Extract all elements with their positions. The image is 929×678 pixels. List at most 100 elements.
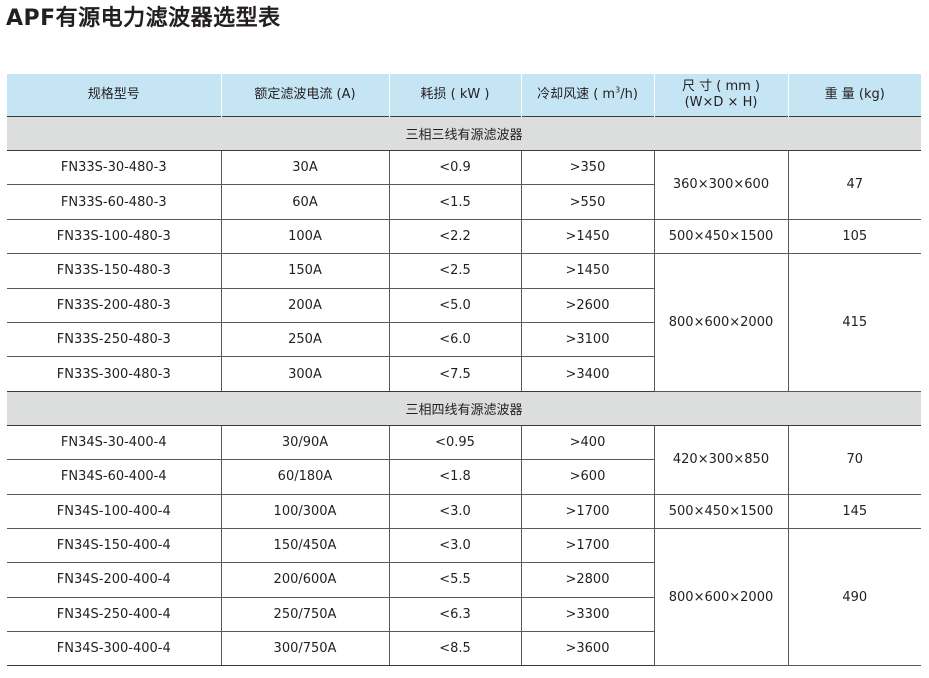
table-row: FN34S-250-400-4 250/750A <6.3 >3300 (7, 597, 921, 633)
cell-current: 100/300A (220, 494, 389, 529)
cell-weight: 105 (787, 219, 921, 255)
cell-airflow: >3100 (520, 322, 654, 358)
cell-current: 100A (220, 219, 389, 255)
table-row: FN33S-30-480-3 30A <0.9 >350 360×300×600 47 (7, 150, 921, 220)
cell-model: FN33S-30-480-3 (7, 150, 221, 186)
cell-model: FN34S-200-400-4 (7, 562, 221, 598)
cell-size: 420×300×850 (653, 425, 788, 495)
cell-current: 250/750A (220, 597, 389, 633)
header-model: 规格型号 (7, 73, 221, 117)
table-row: FN33S-200-480-3 200A <5.0 >2600 (7, 288, 921, 323)
cell-airflow: >2600 (520, 288, 654, 323)
header-size-line2: (W×D × H) (684, 95, 758, 110)
table-row: FN34S-100-400-4 100/300A <3.0 >1700 500×450×… (7, 494, 921, 529)
cell-loss: <1.5 (388, 184, 521, 220)
cell-airflow: >3300 (520, 597, 654, 633)
cell-weight: 145 (787, 494, 921, 529)
cell-airflow: >400 (520, 425, 654, 461)
cell-airflow: >3600 (520, 631, 654, 667)
cell-airflow: >1700 (520, 494, 654, 529)
cell-airflow: >2800 (520, 562, 654, 598)
group-row: 三相三线有源滤波器 (7, 116, 921, 151)
cell-model: FN34S-60-400-4 (7, 459, 221, 495)
cell-airflow: >1700 (520, 528, 654, 564)
cell-size: 800×600×2000 (653, 253, 788, 392)
cell-current: 200A (220, 288, 389, 323)
cell-airflow: >3400 (520, 356, 654, 392)
header-size-line1: 尺 寸 ( mm ) (681, 79, 760, 94)
cell-airflow: >1450 (520, 219, 654, 255)
cell-current: 150A (220, 253, 389, 289)
cell-size: 500×450×1500 (653, 494, 788, 529)
cell-current: 60/180A (220, 459, 389, 495)
table-row: FN33S-150-480-3 150A <2.5 >1450 800×600×2000… (7, 253, 921, 392)
table-row: FN34S-300-400-4 300/750A <8.5 >3600 (7, 631, 921, 667)
table-row: FN34S-150-400-4 150/450A <3.0 >1700 800×600×… (7, 528, 921, 667)
cell-model: FN33S-300-480-3 (7, 356, 221, 392)
cell-loss: <3.0 (388, 494, 521, 529)
cell-current: 300A (220, 356, 389, 392)
header-airflow: 冷却风速 ( m3/h) (520, 73, 654, 117)
cell-current: 250A (220, 322, 389, 358)
cell-loss: <1.8 (388, 459, 521, 495)
cell-current: 60A (220, 184, 389, 220)
cell-weight: 415 (787, 253, 921, 392)
header-loss: 耗损 ( kW ) (388, 73, 521, 117)
cell-loss: <7.5 (388, 356, 521, 392)
table-row: FN33S-60-480-3 60A <1.5 >550 (7, 184, 921, 220)
table-body: 三相三线有源滤波器 FN33S-30-480-3 30A <0.9 >350 360×30… (7, 116, 921, 667)
cell-weight: 490 (787, 528, 921, 667)
cell-weight: 70 (787, 425, 921, 495)
cell-model: FN33S-150-480-3 (7, 253, 221, 289)
header-airflow-unit: /h) (620, 87, 638, 102)
cell-loss: <2.5 (388, 253, 521, 289)
cell-airflow: >600 (520, 459, 654, 495)
cell-model: FN33S-100-480-3 (7, 219, 221, 255)
table-row: FN33S-100-480-3 100A <2.2 >1450 500×450×1500… (7, 219, 921, 255)
cell-model: FN33S-60-480-3 (7, 184, 221, 220)
cell-current: 200/600A (220, 562, 389, 598)
cell-model: FN34S-150-400-4 (7, 528, 221, 564)
cell-loss: <8.5 (388, 631, 521, 667)
cell-size: 360×300×600 (653, 150, 788, 220)
group-title: 三相三线有源滤波器 (7, 116, 921, 151)
cell-loss: <0.9 (388, 150, 521, 186)
cell-loss: <5.5 (388, 562, 521, 598)
cell-model: FN34S-250-400-4 (7, 597, 221, 633)
cell-current: 30/90A (220, 425, 389, 461)
cell-loss: <2.2 (388, 219, 521, 255)
page-title: APF有源电力滤波器选型表 (6, 6, 281, 31)
cell-airflow: >550 (520, 184, 654, 220)
header-current: 额定滤波电流 (A) (220, 73, 389, 117)
cell-weight: 47 (787, 150, 921, 220)
table-row: FN34S-200-400-4 200/600A <5.5 >2800 (7, 562, 921, 598)
cell-loss: <6.3 (388, 597, 521, 633)
cell-size: 800×600×2000 (653, 528, 788, 667)
group-title: 三相四线有源滤波器 (7, 390, 921, 426)
cell-model: FN34S-100-400-4 (7, 494, 221, 529)
cell-airflow: >350 (520, 150, 654, 186)
spec-table: 规格型号 额定滤波电流 (A) 耗损 ( kW ) 冷却风速 ( m3/h) 尺… (7, 73, 921, 667)
cell-loss: <5.0 (388, 288, 521, 323)
cell-model: FN34S-30-400-4 (7, 425, 221, 461)
header-airflow-sup: 3 (615, 85, 621, 95)
cell-loss: <0.95 (388, 425, 521, 461)
cell-model: FN34S-300-400-4 (7, 631, 221, 667)
table-row: FN33S-250-480-3 250A <6.0 >3100 (7, 322, 921, 358)
cell-airflow: >1450 (520, 253, 654, 289)
header-weight: 重 量 (kg) (787, 73, 921, 117)
table-row: FN34S-30-400-4 30/90A <0.95 >400 420×300×850… (7, 425, 921, 495)
cell-loss: <3.0 (388, 528, 521, 564)
group-row: 三相四线有源滤波器 (7, 390, 921, 426)
cell-size: 500×450×1500 (653, 219, 788, 255)
cell-current: 150/450A (220, 528, 389, 564)
table-row: FN33S-300-480-3 300A <7.5 >3400 (7, 356, 921, 392)
table-header: 规格型号 额定滤波电流 (A) 耗损 ( kW ) 冷却风速 ( m3/h) 尺… (7, 73, 921, 117)
table-row: FN34S-60-400-4 60/180A <1.8 >600 (7, 459, 921, 495)
header-size: 尺 寸 ( mm ) (W×D × H) (653, 73, 788, 117)
cell-model: FN33S-250-480-3 (7, 322, 221, 358)
cell-model: FN33S-200-480-3 (7, 288, 221, 323)
cell-current: 30A (220, 150, 389, 186)
cell-current: 300/750A (220, 631, 389, 667)
cell-loss: <6.0 (388, 322, 521, 358)
